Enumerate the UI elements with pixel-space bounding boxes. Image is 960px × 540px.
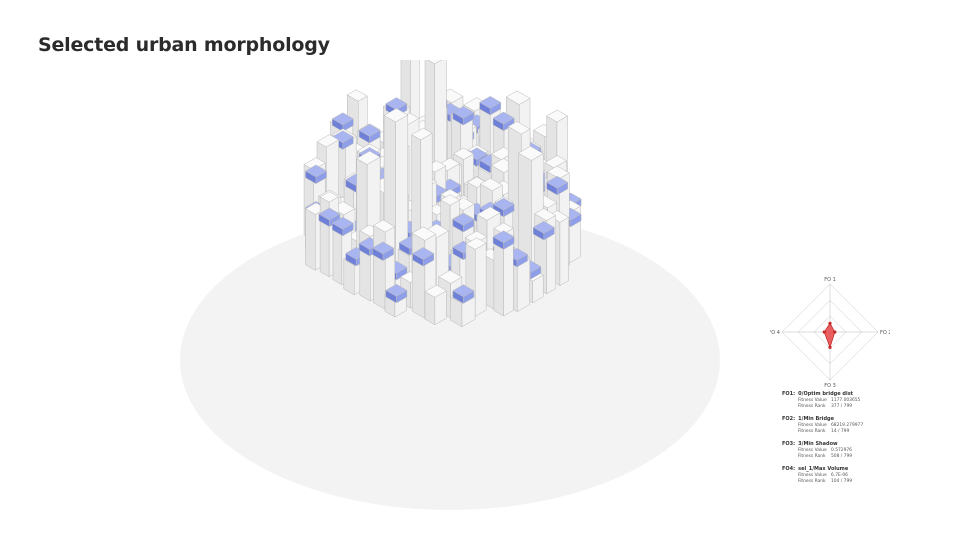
- bridge-block-roof: [385, 283, 408, 297]
- objective-name: 1/Min Bridge: [798, 416, 834, 422]
- building-roof: [383, 108, 409, 123]
- building-roof: [319, 191, 339, 203]
- building-roof: [507, 121, 531, 135]
- building-roof: [424, 284, 447, 298]
- radar-canvas: FO 1 FO 2 FO 3 FO 4: [770, 277, 890, 387]
- row-value: 68219.279977: [831, 423, 864, 428]
- building-roof: [411, 226, 437, 241]
- row-value: 0.572976: [831, 448, 852, 453]
- building-roof: [453, 147, 474, 160]
- objective-row: Fitness Value 68219.279977: [782, 423, 892, 429]
- building-side: [373, 224, 386, 310]
- bridge-block-roof: [492, 197, 515, 211]
- building-roof: [372, 219, 396, 233]
- urban-morphology-3d-model: [150, 60, 750, 530]
- building-roof: [356, 150, 381, 165]
- bridge-block-roof: [358, 124, 381, 137]
- row-value: 14 / 799: [831, 429, 850, 434]
- radar-point: [822, 330, 826, 334]
- radar-point: [828, 345, 832, 349]
- objective-4: FO4: sel_1/Max Volume Fitness Value 6.7E-06…: [782, 466, 892, 485]
- row-label: Fitness Value: [798, 423, 827, 428]
- bridge-block-roof: [318, 207, 341, 221]
- objective-name: sel_1/Max Volume: [798, 466, 849, 472]
- row-label: Fitness Value: [798, 398, 827, 403]
- row-label: Fitness Rank: [798, 479, 826, 484]
- building-roof: [465, 237, 487, 250]
- objective-id: FO1:: [782, 391, 796, 397]
- row-label: Fitness Rank: [798, 404, 826, 409]
- building-roof: [427, 60, 442, 65]
- building-roof: [518, 145, 544, 161]
- page-title: Selected urban morphology: [38, 34, 330, 56]
- building-roof: [479, 177, 503, 192]
- objective-id: FO2:: [782, 416, 796, 422]
- objective-2: FO2: 1/Min Bridge Fitness Value 68219.27997…: [782, 416, 892, 435]
- objective-heading: FO1: 0/Optim bridge dist: [782, 391, 892, 398]
- building-side: [411, 232, 426, 319]
- radar-point: [833, 330, 837, 334]
- bridge-block-roof: [452, 284, 475, 298]
- building-roof: [534, 208, 557, 221]
- objective-name: 3/Min Shadow: [798, 441, 838, 447]
- row-value: 508 / 799: [831, 454, 853, 459]
- building-side: [474, 242, 487, 317]
- objective-id: FO3:: [782, 441, 796, 447]
- objective-row: Fitness Rank 377 / 799: [782, 404, 892, 410]
- row-value: 1177.003655: [831, 398, 861, 403]
- objective-name: 0/Optim bridge dist: [798, 391, 854, 397]
- building-side: [516, 258, 531, 313]
- bridge-block-roof: [331, 112, 354, 126]
- objective-id: FO4:: [782, 466, 796, 472]
- fitness-objectives-list: FO1: 0/Optim bridge dist Fitness Value 1177…: [782, 391, 892, 491]
- building-roof: [476, 206, 501, 221]
- objective-1: FO1: 0/Optim bridge dist Fitness Value 1177…: [782, 391, 892, 410]
- row-label: Fitness Value: [798, 448, 827, 453]
- radar-point: [828, 321, 832, 325]
- bridge-block-roof: [546, 175, 569, 189]
- row-label: Fitness Value: [798, 473, 827, 478]
- building-roof: [438, 269, 463, 284]
- row-value: 104 / 799: [831, 479, 853, 484]
- objective-heading: FO3: 3/Min Shadow: [782, 441, 892, 448]
- row-label: Fitness Rank: [798, 429, 826, 434]
- fitness-radar-chart: FO 1 FO 2 FO 3 FO 4: [770, 262, 890, 387]
- building-roof: [546, 109, 569, 123]
- objective-row: Fitness Value 6.7E-06: [782, 473, 892, 479]
- building-side: [559, 216, 569, 287]
- building-roof: [316, 134, 340, 148]
- objective-row: Fitness Value 1177.003655: [782, 398, 892, 404]
- objective-row: Fitness Rank 508 / 799: [782, 454, 892, 460]
- bridge-block-roof: [304, 164, 328, 178]
- bridge-block-roof: [479, 96, 502, 109]
- objective-3: FO3: 3/Min Shadow Fitness Value 0.572976 Fit…: [782, 441, 892, 460]
- bridge-block-roof: [331, 216, 354, 230]
- bridge-block-roof: [452, 213, 475, 226]
- objective-row: Fitness Value 0.572976: [782, 448, 892, 454]
- building-roof: [346, 89, 368, 102]
- radar-axis-label: FO 3: [824, 383, 836, 387]
- building-side: [305, 208, 316, 271]
- objective-heading: FO2: 1/Min Bridge: [782, 416, 892, 423]
- building-roof: [411, 127, 433, 141]
- radar-axis-label: FO 1: [824, 277, 836, 283]
- building-roof: [440, 194, 460, 206]
- objective-row: Fitness Rank 14 / 799: [782, 429, 892, 435]
- bridge-block-roof: [492, 111, 515, 125]
- ground-shadow: [180, 210, 720, 510]
- bridge-block-roof: [532, 221, 555, 234]
- radar-axis-label: FO 4: [770, 330, 780, 336]
- row-value: 377 / 799: [831, 404, 853, 409]
- bridge-block-roof: [492, 230, 515, 244]
- row-label: Fitness Rank: [798, 454, 826, 459]
- bridge-block-roof: [452, 106, 475, 119]
- objective-heading: FO4: sel_1/Max Volume: [782, 466, 892, 473]
- building-roof: [505, 90, 531, 105]
- model-canvas: [180, 60, 720, 510]
- objective-row: Fitness Rank 104 / 799: [782, 479, 892, 485]
- row-value: 6.7E-06: [831, 473, 848, 478]
- bridge-block-roof: [412, 247, 435, 260]
- radar-axis-label: FO 2: [880, 330, 890, 336]
- bridge-block-roof: [371, 241, 395, 255]
